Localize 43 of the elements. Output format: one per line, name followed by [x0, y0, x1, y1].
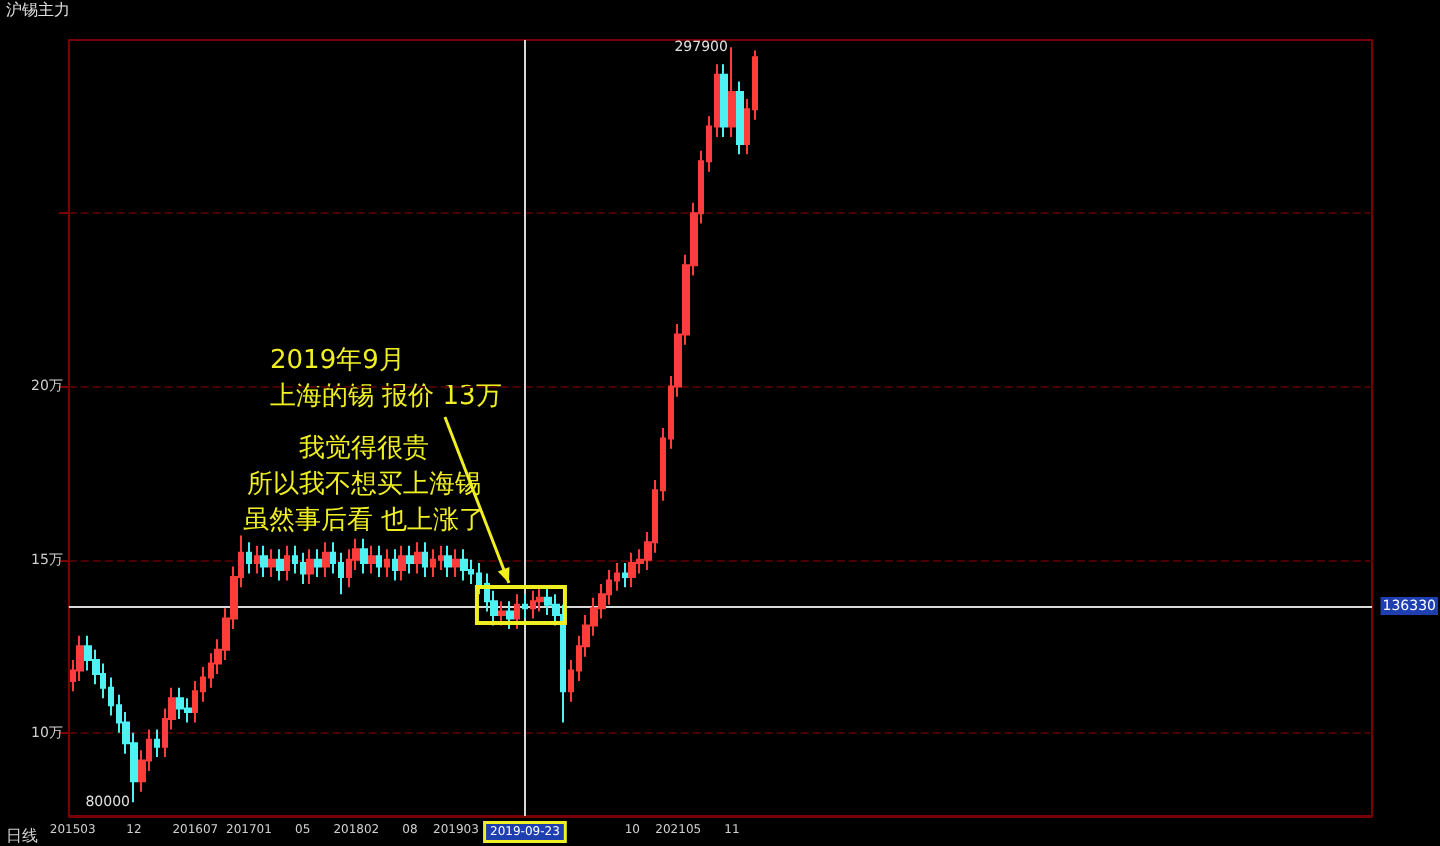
candlestick: [452, 548, 460, 578]
annotation: 我觉得很贵: [299, 434, 429, 464]
candlestick: [368, 544, 376, 575]
candlestick: [544, 586, 552, 617]
candlestick: [728, 46, 736, 138]
candlestick: [284, 544, 290, 582]
candlestick: [322, 541, 330, 578]
candlestick: [720, 63, 728, 138]
candlestick: [414, 541, 422, 575]
candlestick: [522, 593, 528, 620]
x-axis-title: 日线: [5, 827, 38, 845]
candlestick: [622, 562, 628, 589]
candlestick: [176, 686, 184, 720]
chart-title: 沪锡主力: [6, 1, 70, 19]
candlestick: [430, 548, 436, 578]
candlestick: [384, 548, 390, 578]
candlestick: [268, 548, 276, 578]
candlestick: [276, 548, 284, 582]
candlestick: [514, 593, 520, 630]
candlestick: [438, 544, 444, 572]
annotation: 2019年9月: [270, 346, 405, 376]
candlestick: [406, 544, 414, 575]
candlestick: [392, 548, 398, 582]
annotation: 虽然事后看 也上涨了: [242, 506, 486, 536]
candlestick: [460, 548, 468, 582]
candlestick: [260, 544, 268, 578]
candlestick: [376, 544, 382, 578]
candlestick: [314, 548, 322, 578]
candlestick: [300, 551, 306, 585]
candlestick: [422, 541, 428, 578]
candlestick: [736, 80, 744, 156]
candlestick: [154, 728, 160, 759]
candlestick: [398, 544, 406, 582]
candlestick: [360, 537, 368, 575]
candlestick: [628, 551, 636, 589]
candlestick: [444, 544, 452, 578]
candlestick: [306, 548, 314, 585]
candlestick: [254, 544, 260, 575]
candlestick: [498, 600, 506, 627]
candlestick: [530, 589, 536, 620]
candlestick: [246, 541, 252, 575]
candlestick: [536, 586, 544, 613]
candlestick: [506, 600, 514, 630]
